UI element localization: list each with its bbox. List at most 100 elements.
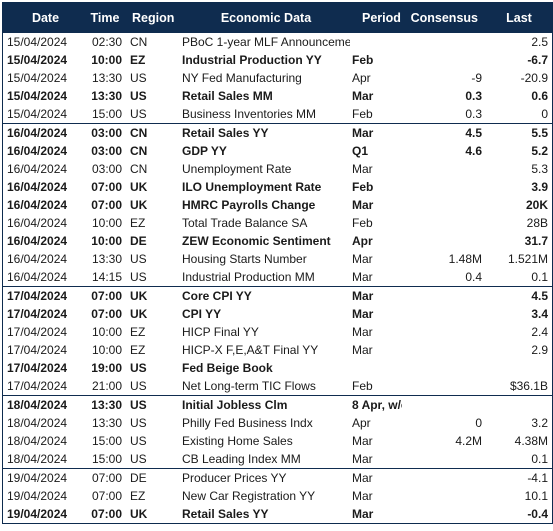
table-row: 17/04/2024 07:00 UK Core CPI YY Mar 4.5 xyxy=(3,286,552,305)
cell-date: 18/04/2024 xyxy=(7,398,68,412)
cell-region: US xyxy=(130,379,147,393)
cell-economic-data: Industrial Production MM xyxy=(182,270,315,284)
cell-time: 07:00 xyxy=(91,307,122,321)
cell-last: -6.7 xyxy=(527,53,548,67)
cell-region: US xyxy=(130,89,147,103)
cell-time: 10:00 xyxy=(91,53,122,67)
cell-consensus: 0.3 xyxy=(465,89,482,103)
cell-last: -4.1 xyxy=(527,471,548,485)
cell-region: EZ xyxy=(130,216,146,230)
cell-last: 28B xyxy=(526,216,548,230)
cell-time: 13:30 xyxy=(91,252,122,266)
cell-period: Mar xyxy=(352,198,374,212)
cell-date: 17/04/2024 xyxy=(7,307,68,321)
cell-economic-data: CPI YY xyxy=(182,307,222,321)
cell-date: 16/04/2024 xyxy=(7,144,68,158)
cell-last: 2.9 xyxy=(531,343,548,357)
cell-period: 8 Apr, w/e xyxy=(352,398,402,412)
cell-region: EZ xyxy=(130,53,146,67)
cell-time: 07:00 xyxy=(91,489,122,503)
cell-economic-data: Net Long-term TIC Flows xyxy=(182,379,316,393)
cell-date: 15/04/2024 xyxy=(7,53,68,67)
cell-time: 07:00 xyxy=(91,507,122,521)
cell-economic-data: Core CPI YY xyxy=(182,289,252,303)
table-row: 18/04/2024 13:30 US Initial Jobless Clm 8 Ap… xyxy=(3,395,552,414)
cell-region: CN xyxy=(130,35,148,49)
cell-region: UK xyxy=(130,507,148,521)
cell-time: 03:00 xyxy=(91,126,122,140)
cell-time: 07:00 xyxy=(91,289,122,303)
cell-economic-data: PBoC 1-year MLF Announcement xyxy=(182,35,350,49)
cell-economic-data: Existing Home Sales xyxy=(182,434,293,448)
cell-period: Feb xyxy=(352,53,374,67)
cell-date: 19/04/2024 xyxy=(7,507,68,521)
header-region: Region xyxy=(132,11,175,25)
cell-time: 21:00 xyxy=(91,379,122,393)
cell-economic-data: HICP-X F,E,A&T Final YY xyxy=(182,343,319,357)
table-row: 17/04/2024 10:00 EZ HICP Final YY Mar 2.4 xyxy=(3,323,552,341)
cell-economic-data: Fed Beige Book xyxy=(182,361,273,375)
cell-time: 07:00 xyxy=(91,180,122,194)
cell-economic-data: ILO Unemployment Rate xyxy=(182,180,322,194)
cell-region: CN xyxy=(130,126,148,140)
cell-last: 0.1 xyxy=(531,270,548,284)
cell-consensus: 1.48M xyxy=(448,252,482,266)
cell-region: UK xyxy=(130,289,148,303)
table-row: 15/04/2024 02:30 CN PBoC 1-year MLF Announc… xyxy=(3,33,552,51)
cell-time: 19:00 xyxy=(91,361,122,375)
cell-date: 19/04/2024 xyxy=(7,489,68,503)
table-row: 18/04/2024 15:00 US CB Leading Index MM Mar 0… xyxy=(3,450,552,468)
cell-economic-data: HICP Final YY xyxy=(182,325,259,339)
cell-last: -20.9 xyxy=(520,71,548,85)
header-date: Date xyxy=(31,11,60,25)
cell-economic-data: GDP YY xyxy=(182,144,227,158)
table-row: 19/04/2024 07:00 DE Producer Prices YY Mar -4… xyxy=(3,468,552,487)
cell-period: Feb xyxy=(352,180,374,194)
cell-economic-data: Industrial Production YY xyxy=(182,53,322,67)
cell-period: Mar xyxy=(352,452,373,466)
cell-consensus: 0 xyxy=(475,416,482,430)
cell-time: 13:30 xyxy=(91,398,122,412)
cell-region: EZ xyxy=(130,489,146,503)
table-row: 17/04/2024 19:00 US Fed Beige Book xyxy=(3,359,552,377)
cell-consensus: 0.4 xyxy=(465,270,482,284)
cell-last: 2.5 xyxy=(531,35,548,49)
cell-region: US xyxy=(130,434,147,448)
cell-period: Mar xyxy=(352,89,374,103)
cell-last: 3.9 xyxy=(531,180,548,194)
cell-region: EZ xyxy=(130,343,146,357)
cell-period: Feb xyxy=(352,107,373,121)
cell-time: 14:15 xyxy=(91,270,122,284)
cell-date: 17/04/2024 xyxy=(7,343,68,357)
cell-economic-data: Producer Prices YY xyxy=(182,471,287,485)
table-row: 16/04/2024 07:00 UK ILO Unemployment Rate Fe… xyxy=(3,178,552,196)
cell-period: Apr xyxy=(352,71,371,85)
cell-date: 17/04/2024 xyxy=(7,289,68,303)
cell-consensus: -9 xyxy=(471,71,482,85)
cell-period: Mar xyxy=(352,162,373,176)
cell-date: 15/04/2024 xyxy=(7,35,68,49)
cell-time: 15:00 xyxy=(91,107,122,121)
cell-last: 5.2 xyxy=(531,144,548,158)
cell-time: 13:30 xyxy=(91,89,122,103)
table-row: 16/04/2024 03:00 CN Unemployment Rate Mar 5.3 xyxy=(3,160,552,178)
cell-date: 16/04/2024 xyxy=(7,234,68,248)
cell-last: 0.6 xyxy=(531,89,548,103)
cell-last: 4.38M xyxy=(514,434,548,448)
cell-last: 0 xyxy=(541,107,548,121)
cell-period: Apr xyxy=(352,416,371,430)
economic-calendar-table: Date Time Region Economic Data Period Co… xyxy=(2,2,553,524)
cell-period: Mar xyxy=(352,434,373,448)
table-row: 16/04/2024 14:15 US Industrial Production M… xyxy=(3,268,552,286)
cell-economic-data: Philly Fed Business Indx xyxy=(182,416,313,430)
table-row: 15/04/2024 13:30 US NY Fed Manufacturing Apr… xyxy=(3,69,552,87)
cell-period: Mar xyxy=(352,307,374,321)
cell-date: 16/04/2024 xyxy=(7,216,68,230)
cell-period: Mar xyxy=(352,489,373,503)
cell-last: 2.4 xyxy=(531,325,548,339)
table-row: 17/04/2024 21:00 US Net Long-term TIC Flows… xyxy=(3,377,552,395)
cell-period: Feb xyxy=(352,216,373,230)
cell-region: UK xyxy=(130,180,148,194)
cell-last: 5.5 xyxy=(531,126,548,140)
table-row: 19/04/2024 07:00 UK Retail Sales YY Mar -0.4 xyxy=(3,505,552,523)
